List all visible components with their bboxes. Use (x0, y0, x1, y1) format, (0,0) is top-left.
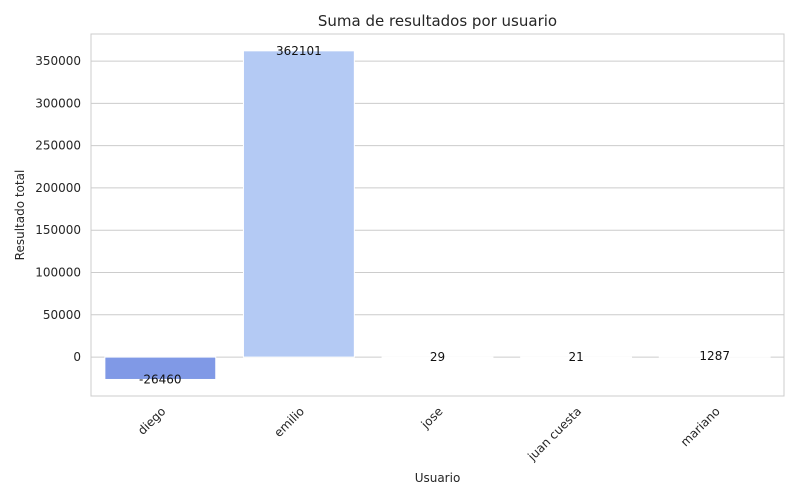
x-tick-label: mariano (678, 404, 723, 449)
bar-emilio (242, 50, 355, 358)
x-tick-label: jose (418, 404, 446, 432)
data-labels: -26460 362101 29 21 1287 (139, 44, 730, 387)
bar-value-label: 1287 (699, 349, 730, 363)
bar-diego (104, 356, 217, 380)
bar-value-label: 29 (430, 350, 445, 364)
bar-value-label: 21 (568, 350, 583, 364)
y-axis-ticks: 0 50000 100000 150000 200000 250000 300000 3500… (35, 54, 81, 364)
chart-title: Suma de resultados por usuario (318, 12, 557, 30)
y-tick-label: 50000 (43, 308, 81, 322)
bar-value-label: -26460 (139, 372, 182, 386)
x-tick-label: juan cuesta (524, 404, 584, 464)
bar-juan-cuesta (520, 356, 633, 359)
y-tick-label: 250000 (35, 139, 81, 153)
plot-area (90, 33, 785, 397)
y-tick-label: 0 (73, 350, 81, 364)
bar-value-label: 362101 (276, 44, 322, 58)
y-tick-label: 100000 (35, 266, 81, 280)
grid-lines (91, 60, 784, 358)
x-axis-label: Usuario (415, 471, 461, 485)
x-tick-label: diego (135, 404, 168, 437)
bar-jose (381, 356, 494, 359)
bars (104, 50, 771, 380)
y-axis-label: Resultado total (13, 170, 27, 261)
y-tick-label: 200000 (35, 181, 81, 195)
x-axis-ticks: diego emilio jose juan cuesta mariano (135, 404, 723, 464)
x-tick-label: emilio (271, 404, 307, 440)
bar-mariano (658, 355, 771, 358)
y-tick-label: 350000 (35, 54, 81, 68)
y-tick-label: 150000 (35, 223, 81, 237)
y-tick-label: 300000 (35, 96, 81, 110)
